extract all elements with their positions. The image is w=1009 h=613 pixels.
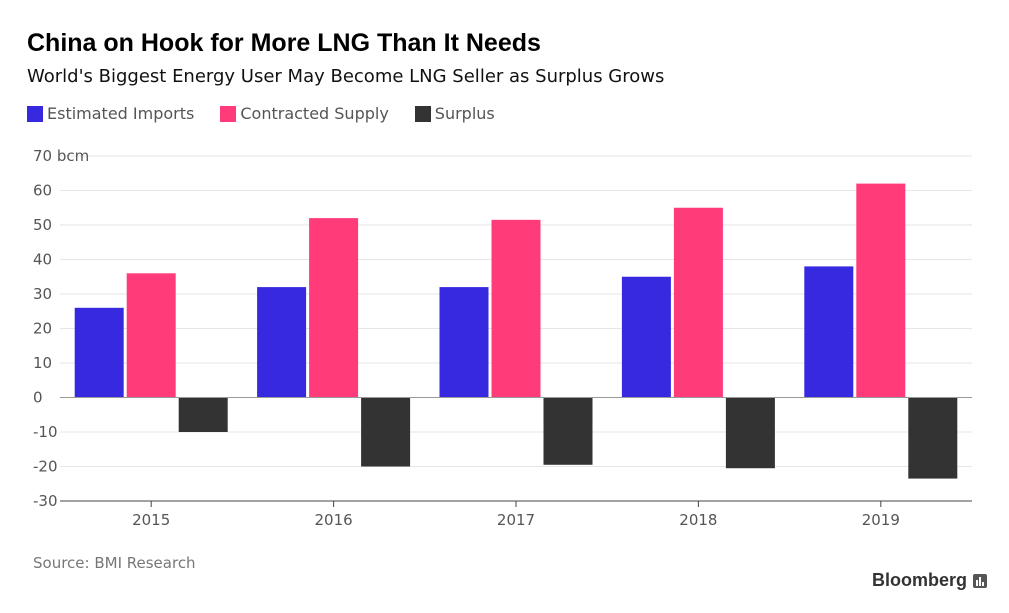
brand-text: Bloomberg	[871, 570, 967, 590]
bar-estimated-imports	[257, 287, 307, 398]
y-tick-label: 30	[33, 285, 52, 303]
bar-surplus	[361, 397, 411, 467]
y-tick-label: 0	[33, 389, 43, 407]
x-tick-label: 2015	[132, 511, 170, 529]
bar-estimated-imports	[804, 266, 854, 398]
legend: Estimated Imports Contracted Supply Surp…	[27, 104, 521, 123]
legend-label-contracted: Contracted Supply	[240, 104, 389, 123]
source-note: Source: BMI Research	[33, 554, 196, 572]
y-tick-label: 70 bcm	[33, 147, 89, 165]
legend-item-surplus: Surplus	[414, 104, 495, 123]
y-tick-label: -20	[33, 458, 58, 476]
legend-label-imports: Estimated Imports	[47, 104, 195, 123]
x-tick-label: 2017	[497, 511, 535, 529]
y-tick-label: 20	[33, 320, 52, 338]
bloomberg-logo: Bloomberg	[872, 570, 987, 591]
x-tick-label: 2018	[679, 511, 717, 529]
chart-subtitle: World's Biggest Energy User May Become L…	[27, 66, 665, 87]
x-tick-label: 2019	[862, 511, 900, 529]
bar-layer	[74, 183, 958, 479]
y-tick-label: -30	[33, 492, 58, 510]
bar-estimated-imports	[74, 307, 124, 398]
y-tick-label: 50	[33, 216, 52, 234]
bar-surplus	[543, 397, 593, 465]
chart-title: China on Hook for More LNG Than It Needs	[27, 29, 541, 57]
bar-contracted-supply	[673, 207, 723, 398]
bar-surplus	[908, 397, 958, 479]
bar-contracted-supply	[309, 218, 359, 398]
bar-contracted-supply	[856, 183, 906, 398]
bar-contracted-supply	[491, 219, 541, 398]
legend-swatch-imports	[27, 105, 43, 122]
bar-estimated-imports	[439, 287, 489, 398]
y-tick-label: 40	[33, 251, 52, 269]
legend-item-imports: Estimated Imports	[27, 104, 194, 123]
bar-surplus	[178, 397, 228, 432]
legend-label-surplus: Surplus	[434, 104, 495, 123]
legend-swatch-contracted	[220, 105, 237, 122]
legend-swatch-surplus	[414, 105, 431, 122]
legend-item-contracted: Contracted Supply	[220, 104, 389, 123]
axis-layer: 70 bcm 60 50 40 30 20 10 0 -10 -20 -30 2015 2016 2017…	[33, 147, 972, 529]
bar-surplus	[725, 397, 775, 469]
x-tick-label: 2016	[315, 511, 353, 529]
y-tick-label: 10	[33, 354, 52, 372]
bar-contracted-supply	[126, 273, 176, 398]
bloomberg-bars-icon	[973, 573, 987, 588]
y-tick-label: 60	[33, 182, 52, 200]
y-tick-label: -10	[33, 423, 58, 441]
bar-estimated-imports	[621, 276, 671, 398]
